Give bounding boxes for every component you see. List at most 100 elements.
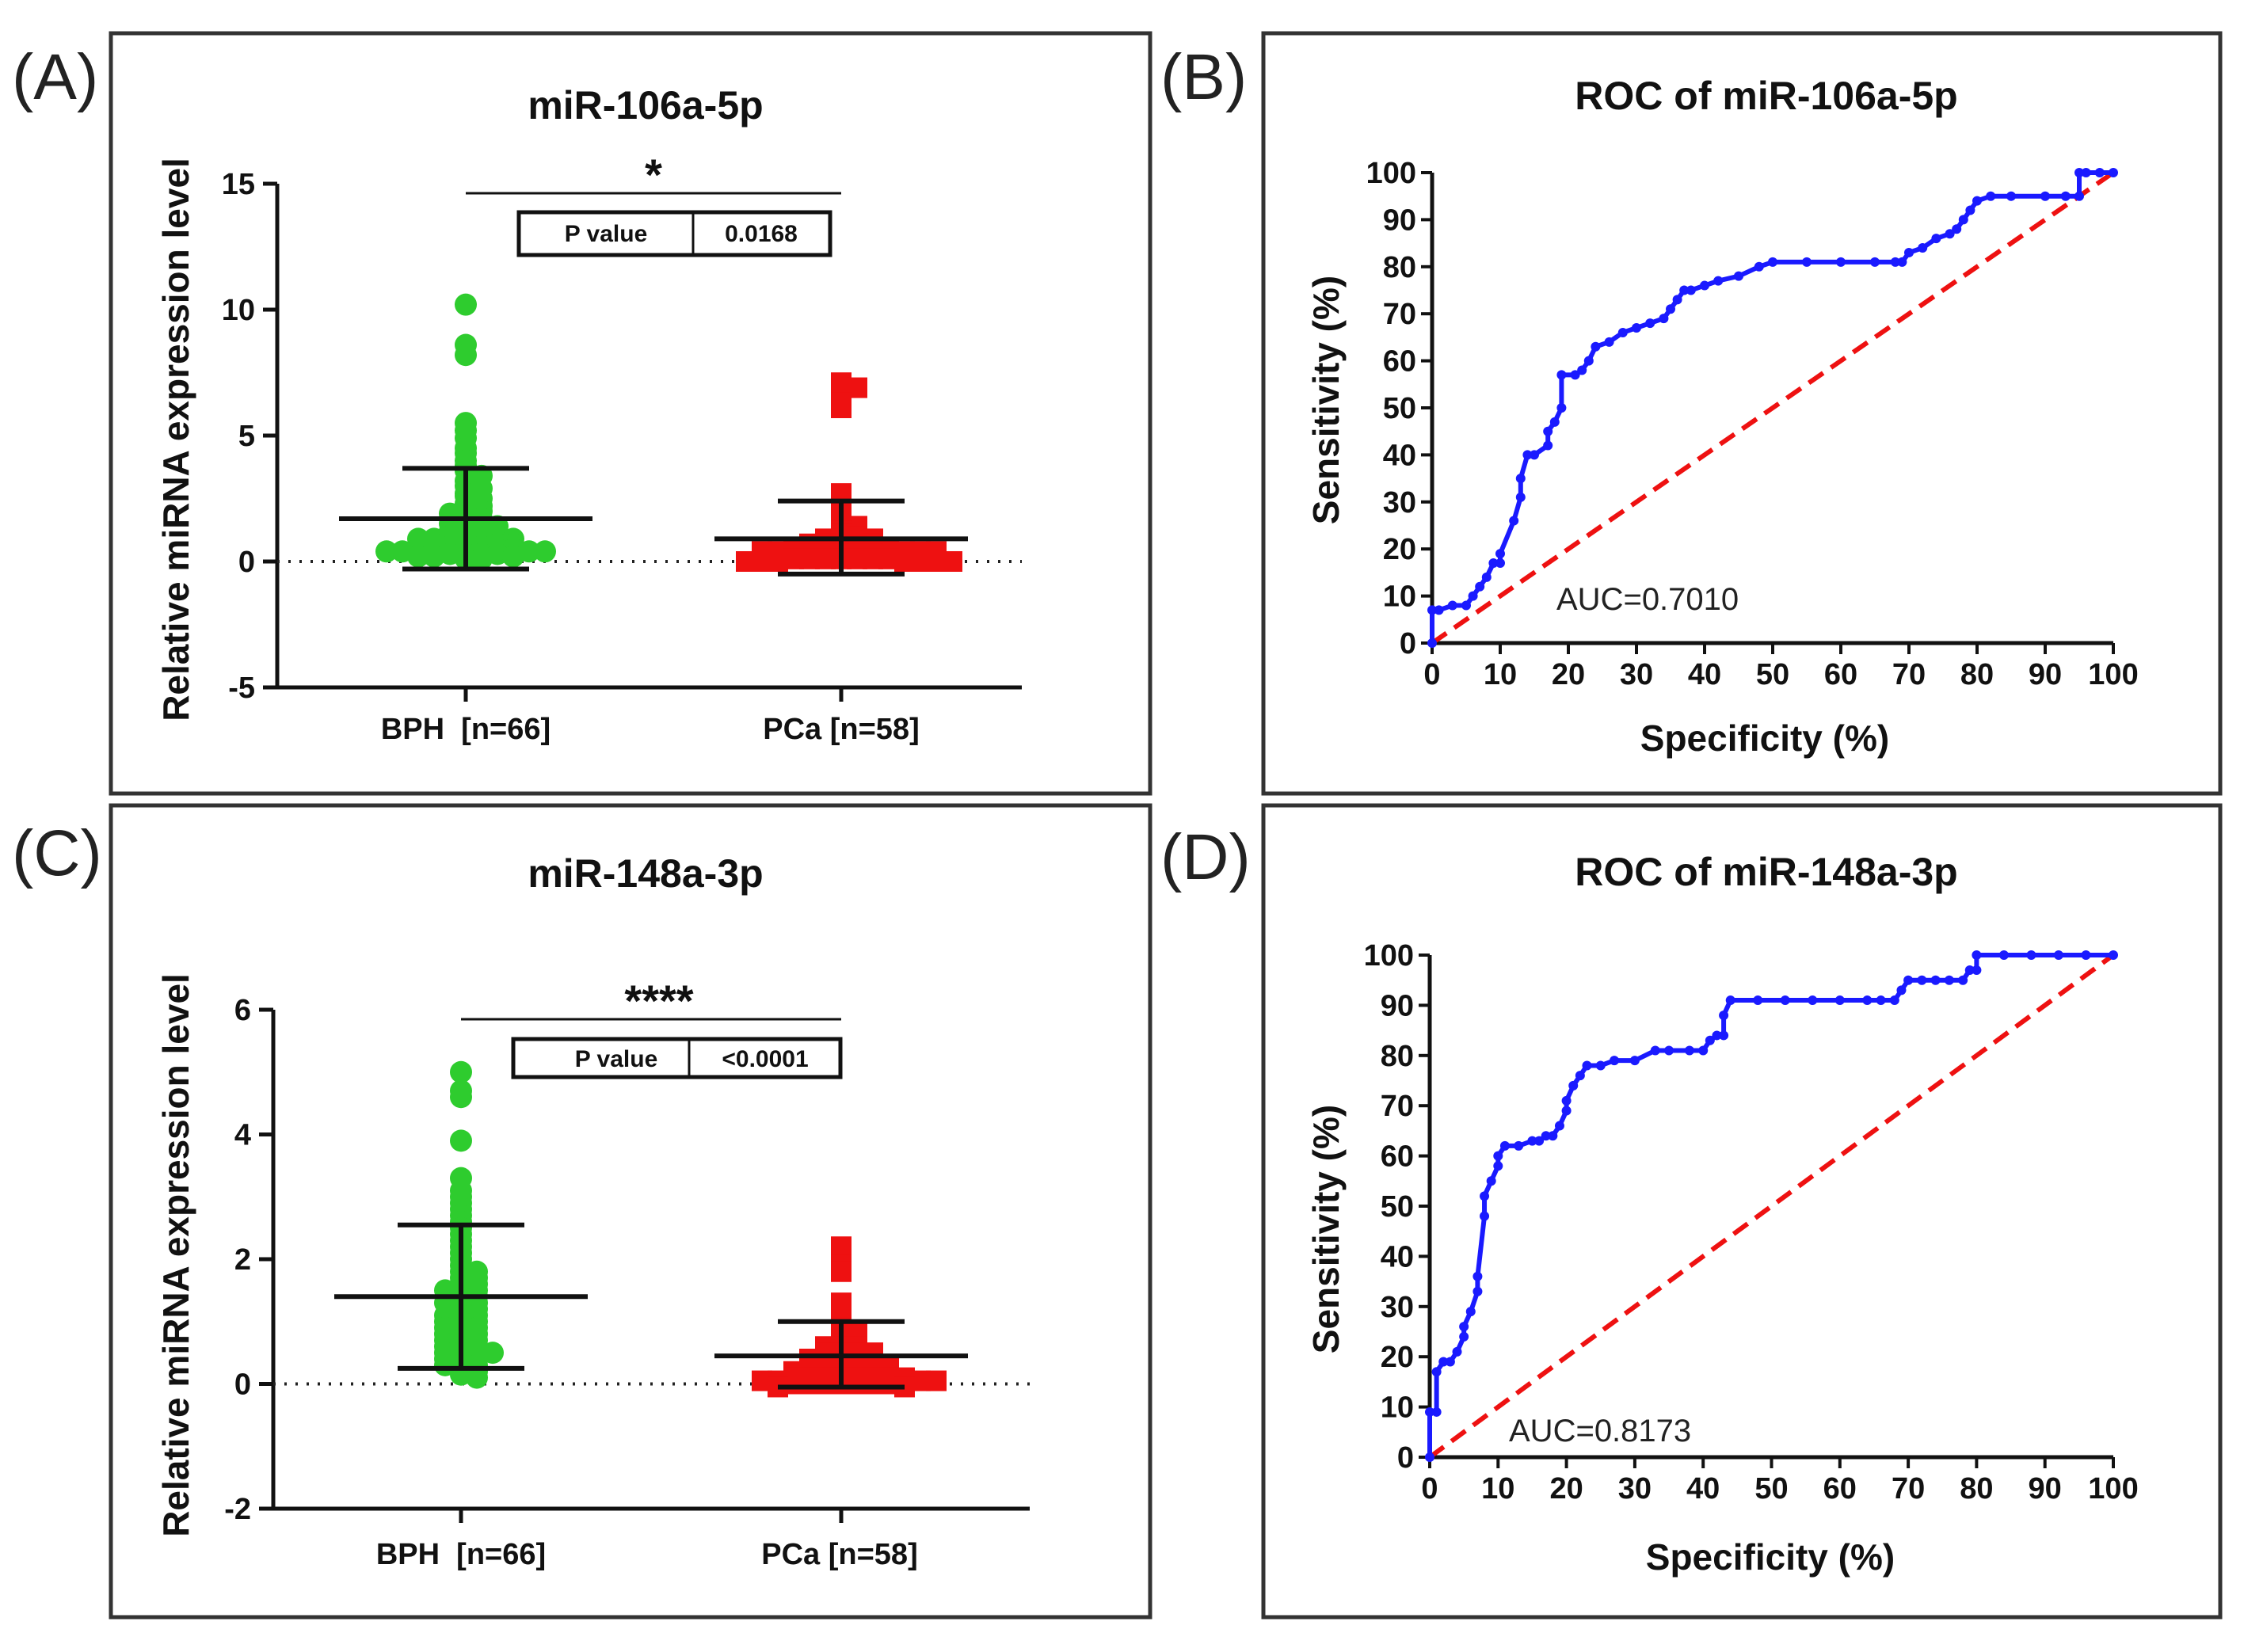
chart-b-roc-point [1686, 285, 1696, 295]
chart-b-roc-point [1515, 492, 1526, 502]
chart-b-ytick-label: 30 [1383, 486, 1416, 520]
chart-d-roc-point [1561, 1095, 1572, 1106]
chart-a-point-pca [736, 551, 756, 572]
chart-b-roc-point [1522, 450, 1533, 460]
chart-d-roc-point [2109, 950, 2118, 960]
chart-c-point-bph [450, 1060, 472, 1083]
chart-d-roc-point [1486, 1176, 1496, 1186]
chart-b-xlabel: Specificity (%) [1640, 718, 1889, 759]
chart-d-roc-point [1534, 1136, 1545, 1146]
chart-b-roc-point [1754, 261, 1764, 272]
chart-a-point-bph [455, 344, 477, 367]
chart-c-point-bph [466, 1366, 488, 1389]
chart-a-point-bph [471, 547, 493, 570]
panel-d-letter: (D) [1160, 821, 1251, 893]
chart-b-roc-point [1427, 605, 1437, 615]
chart-d-ytick-label: 80 [1381, 1040, 1414, 1073]
chart-d-xtick-label: 10 [1481, 1472, 1514, 1505]
chart-d-roc-point [1964, 965, 1975, 976]
chart-d-roc-point [1548, 1131, 1558, 1141]
chart-a-title: miR-106a-5p [528, 83, 763, 128]
chart-b-roc-point [2006, 191, 2016, 201]
chart-c-pvalue: <0.0001 [722, 1046, 808, 1072]
chart-a-point-bph [455, 293, 477, 316]
chart-d-roc-point [1972, 965, 1982, 976]
chart-b-roc-point [1986, 191, 1996, 201]
chart-d-roc-point [1595, 1060, 1606, 1071]
chart-d-xtick-label: 0 [1421, 1472, 1438, 1505]
chart-d-roc-point [1480, 1191, 1490, 1201]
chart-d-xtick-label: 90 [2029, 1472, 2062, 1505]
chart-b-roc-point [1958, 215, 1968, 225]
chart-d-roc-point [1425, 1406, 1434, 1417]
chart-b-xtick-label: 0 [1423, 658, 1440, 691]
panel-c-frame [109, 803, 1152, 1620]
chart-a-xtick-pca: PCa [n=58] [763, 713, 919, 746]
chart-b-xtick-label: 100 [2088, 658, 2138, 691]
chart-c-point-pca [926, 1370, 947, 1391]
chart-b-roc-point [1530, 450, 1539, 460]
chart-b-roc-point [2074, 191, 2084, 201]
chart-b-xtick-label: 80 [1960, 658, 1994, 691]
chart-c-title: miR-148a-3p [528, 851, 763, 896]
chart-b-ylabel: Sensitivity (%) [1305, 276, 1347, 524]
chart-c-pvalue-label: P value [575, 1046, 658, 1072]
chart-d-roc-point [2081, 950, 2091, 960]
roc-panel-d: ROC of miR-148a-3p Specificity (%) Sensi… [1305, 850, 2139, 1578]
chart-b-roc-point [1570, 370, 1580, 380]
chart-b-ytick-label: 0 [1400, 627, 1416, 660]
chart-c-xtick-bph: BPH [n=66] [376, 1538, 546, 1571]
chart-d-xtick-label: 60 [1823, 1472, 1857, 1505]
chart-d-roc-point [1452, 1346, 1462, 1357]
chart-c-pvalue-box [511, 1037, 843, 1079]
chart-d-ytick-label: 10 [1381, 1391, 1414, 1425]
chart-c-ytick-label: 2 [234, 1243, 251, 1277]
chart-c-ylabel: Relative miRNA expression level [155, 973, 196, 1537]
chart-d-roc-point [1473, 1271, 1483, 1281]
chart-b-roc-point [1461, 600, 1471, 611]
chart-b-roc-point [1659, 314, 1669, 324]
chart-d-roc-point [1903, 975, 1914, 985]
chart-a-ytick-label: 0 [238, 546, 255, 579]
chart-a-significance: * [645, 150, 662, 200]
chart-d-roc-point [1944, 975, 1954, 985]
chart-a-ytick-label: -5 [228, 672, 255, 705]
chart-b-roc-point [1870, 257, 1880, 267]
chart-b-roc-point [2060, 191, 2071, 201]
chart-b-roc-point [1577, 365, 1587, 375]
chart-a-ytick-label: 5 [238, 420, 255, 453]
chart-b-roc-point [1495, 549, 1505, 559]
chart-b-title: ROC of miR-106a-5p [1575, 74, 1957, 118]
chart-b-ytick-label: 20 [1383, 533, 1416, 566]
chart-b-roc-point [1734, 271, 1743, 281]
chart-a-point-pca [831, 398, 852, 419]
chart-d-roc-point [1972, 950, 1982, 960]
chart-d-roc-point [1753, 995, 1763, 1006]
chart-b-roc-point [1447, 600, 1457, 611]
chart-b-roc-point [1591, 341, 1601, 352]
chart-d-roc-point [1610, 1056, 1620, 1066]
chart-c-ytick-label: -2 [224, 1493, 251, 1526]
chart-b-ytick-label: 100 [1366, 157, 1416, 190]
chart-d-xtick-label: 50 [1754, 1472, 1788, 1505]
chart-c-ytick-label: 0 [234, 1368, 251, 1402]
panel-c-letter: (C) [12, 817, 102, 889]
chart-b-roc-point [1481, 572, 1492, 582]
chart-b-ytick-label: 50 [1383, 392, 1416, 425]
chart-d-roc-point [1958, 975, 1968, 985]
chart-a-pvalue: 0.0168 [725, 221, 798, 247]
chart-d-xtick-label: 100 [2088, 1472, 2138, 1505]
chart-d-roc-point [1889, 995, 1899, 1006]
chart-d-roc-point [1834, 995, 1845, 1006]
chart-d-roc-point [1431, 1406, 1442, 1417]
chart-d-roc-point [1719, 1030, 1729, 1041]
chart-d-roc-point [1431, 1367, 1442, 1377]
chart-d-ytick-label: 60 [1381, 1140, 1414, 1174]
chart-d-ylabel: Sensitivity (%) [1305, 1105, 1347, 1353]
panel-a-letter: (A) [12, 41, 98, 113]
chart-d-xtick-label: 30 [1618, 1472, 1652, 1505]
chart-d-roc-point [2053, 950, 2063, 960]
chart-b-roc-point [1972, 196, 1982, 206]
chart-d-roc-point [1712, 1030, 1722, 1041]
